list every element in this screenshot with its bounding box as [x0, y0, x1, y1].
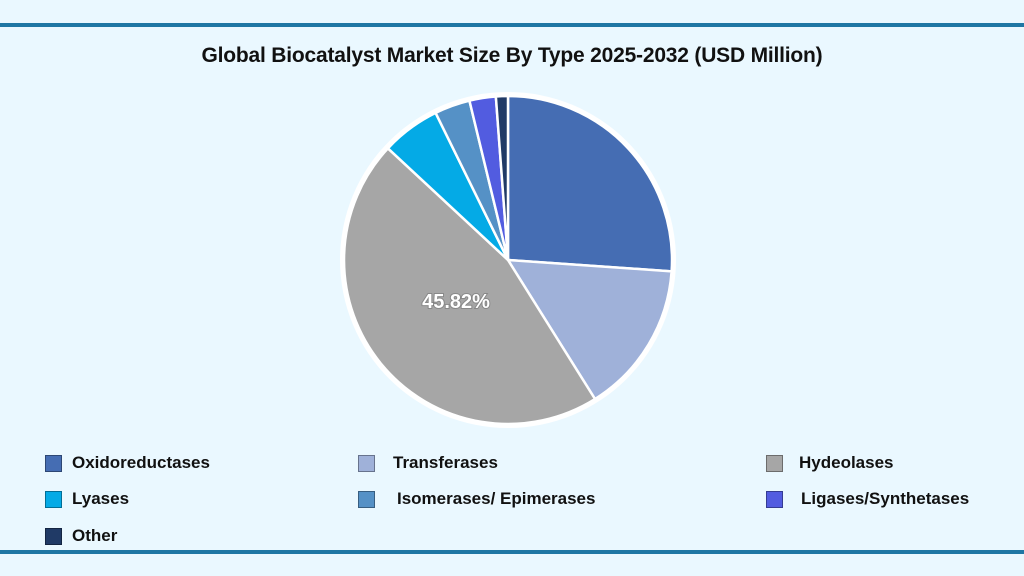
legend-swatch	[358, 490, 375, 508]
pie-slice-oxidoreductases[interactable]	[506, 94, 674, 273]
pie-chart: 45.82%	[340, 92, 676, 428]
bottom-divider	[0, 550, 1024, 554]
legend-label: Ligases/Synthetases	[801, 489, 970, 508]
legend-item-hydeolases[interactable]: Hydeolases	[766, 453, 894, 473]
legend-label: Oxidoreductases	[72, 453, 210, 472]
slice-data-label: 45.82%	[422, 291, 490, 313]
legend-label: Other	[72, 526, 118, 545]
top-divider	[0, 23, 1024, 27]
legend-item-oxidoreductases[interactable]: Oxidoreductases	[45, 453, 210, 473]
legend-item-lyases[interactable]: Lyases	[45, 489, 129, 509]
legend-item-isomerases[interactable]: Isomerases/ Epimerases	[358, 489, 595, 509]
legend-swatch	[45, 527, 62, 545]
pie-slice-hydeolases[interactable]	[342, 147, 597, 426]
legend-label: Transferases	[393, 453, 498, 472]
legend-swatch	[45, 490, 62, 508]
pie-slice-other[interactable]	[494, 94, 510, 262]
chart-title: Global Biocatalyst Market Size By Type 2…	[201, 44, 823, 67]
legend-label: Isomerases/ Epimerases	[397, 489, 596, 508]
legend-swatch	[45, 454, 62, 472]
legend-label: Lyases	[72, 489, 130, 508]
legend-item-other[interactable]: Other	[45, 526, 117, 546]
legend-swatch	[358, 454, 375, 472]
legend-item-transferases[interactable]: Transferases	[358, 453, 498, 473]
pie-slice-transferases[interactable]	[506, 258, 673, 401]
legend-label: Hydeolases	[799, 453, 894, 472]
pie-slices	[342, 94, 674, 426]
legend-swatch	[766, 454, 783, 472]
legend-item-ligases[interactable]: Ligases/Synthetases	[766, 489, 969, 509]
legend-swatch	[766, 490, 783, 508]
